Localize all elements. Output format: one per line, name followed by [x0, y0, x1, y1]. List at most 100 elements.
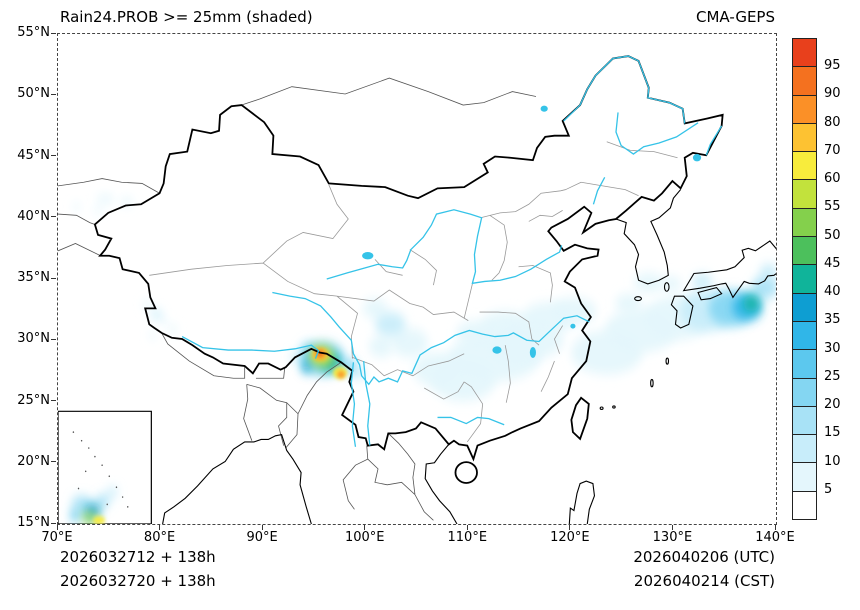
colorbar-tick-label: 80 — [824, 114, 841, 130]
colorbar-tick-label: 20 — [824, 397, 841, 413]
colorbar-tick-label: 5 — [824, 481, 833, 497]
china-map-canvas — [58, 34, 776, 524]
colorbar-tick-label: 25 — [824, 368, 841, 384]
precip-blob — [150, 310, 163, 319]
x-axis-tick-label: 120°E — [550, 530, 590, 545]
y-axis-tick — [51, 400, 56, 401]
precip-blob — [551, 297, 597, 325]
precip-blob — [71, 203, 82, 210]
precip-blob — [633, 272, 665, 293]
x-axis-tick — [159, 525, 161, 530]
map-plot-area — [57, 33, 777, 525]
precip-blob — [751, 276, 776, 299]
x-axis-tick-label: 100°E — [344, 530, 385, 545]
y-axis-tick-label: 55°N — [17, 25, 50, 40]
taiwan-island — [571, 398, 588, 439]
bay-of-bengal-coastline — [163, 435, 312, 524]
y-axis-tick — [51, 155, 56, 156]
y-axis-tick-label: 35°N — [17, 270, 50, 285]
precip-blob — [691, 274, 713, 289]
y-axis-tick-label: 40°N — [17, 208, 50, 224]
okinawa-island — [651, 379, 653, 386]
x-axis-tick-label: 90°E — [246, 530, 278, 545]
inset-island-specks — [72, 431, 129, 508]
colorbar-tick-label: 55 — [824, 199, 841, 215]
south-china-sea-inset — [58, 411, 151, 524]
x-axis-tick-label: 110°E — [447, 530, 488, 545]
luzon-coastline — [569, 481, 594, 524]
colorbar-segment — [793, 320, 816, 350]
precip-blob — [167, 325, 179, 333]
y-axis-tick-label: 25°N — [17, 392, 50, 408]
precip-blob — [391, 328, 429, 358]
taihu-lake — [570, 323, 576, 329]
honshu-coastline — [684, 241, 776, 297]
colorbar — [792, 38, 817, 520]
y-axis-tick-label: 15°N — [17, 515, 50, 530]
jeju-island — [635, 297, 642, 301]
precip-blob — [743, 296, 760, 311]
shikoku-coastline — [698, 288, 722, 300]
colorbar-tick-label: 40 — [824, 284, 841, 300]
x-axis-tick — [671, 525, 673, 530]
pearl-river — [438, 417, 505, 424]
x-axis-tick — [774, 525, 776, 530]
mekong-river — [364, 361, 370, 446]
china-national-boundary — [95, 56, 723, 459]
yarlung-tsangpo-river — [182, 337, 318, 359]
precip-blob — [148, 332, 157, 339]
colorbar-segment — [793, 405, 816, 435]
y-axis-tick — [51, 32, 56, 34]
colorbar-tick-label: 70 — [824, 142, 841, 158]
precip-blob — [374, 312, 406, 337]
colorbar-segment — [793, 377, 816, 406]
colorbar-segment — [793, 264, 816, 293]
precip-blob — [362, 298, 388, 319]
x-axis-tick-label: 130°E — [652, 530, 693, 545]
colorbar-segment — [793, 179, 816, 208]
x-axis-tick — [569, 525, 571, 530]
colorbar-segment — [793, 39, 816, 67]
colorbar-tick-label: 45 — [824, 255, 841, 271]
foreign-borders — [58, 78, 536, 520]
x-axis-tick-label: 140°E — [755, 530, 795, 545]
amami-island — [666, 358, 668, 364]
yangtze-river — [272, 292, 589, 384]
y-axis-tick-label: 20°N — [17, 453, 50, 469]
y-axis-tick — [51, 461, 56, 463]
precip-probability-shading — [71, 195, 776, 402]
x-axis-tick — [56, 525, 58, 530]
precip-blob — [95, 494, 111, 507]
precip-blob — [337, 371, 345, 378]
init-time-utc: 2026032712 + 138h — [60, 548, 216, 566]
precip-blob — [142, 301, 153, 309]
hainan-island — [455, 462, 477, 483]
province-border-lines — [149, 142, 677, 442]
precip-blob — [92, 516, 106, 524]
colorbar-tick-label: 35 — [824, 312, 841, 328]
province-borders — [149, 142, 677, 442]
liao-river — [593, 177, 604, 204]
precip-blob — [106, 487, 119, 498]
init-time-cst: 2026032720 + 138h — [60, 572, 216, 590]
colorbar-segment — [793, 434, 816, 463]
colorbar-tick-label: 30 — [824, 340, 841, 356]
amur-ussuri-rivers — [564, 56, 722, 155]
yellow-river — [327, 210, 562, 284]
colorbar-segment — [793, 490, 816, 520]
foreign-coastlines — [163, 190, 776, 524]
colorbar-segment — [793, 94, 816, 123]
y-axis-tick — [51, 338, 56, 340]
lakes — [362, 105, 702, 359]
colorbar-segment — [793, 66, 816, 95]
y-axis-tick — [51, 216, 56, 218]
model-name: CMA-GEPS — [696, 8, 775, 26]
dongting-lake — [492, 346, 502, 354]
miyako-island — [613, 406, 615, 408]
colorbar-tick-label: 10 — [824, 453, 841, 469]
y-axis-tick-label: 50°N — [17, 86, 50, 102]
y-axis-tick — [51, 93, 56, 95]
songhua-river — [616, 112, 698, 154]
colorbar-segment — [793, 151, 816, 180]
